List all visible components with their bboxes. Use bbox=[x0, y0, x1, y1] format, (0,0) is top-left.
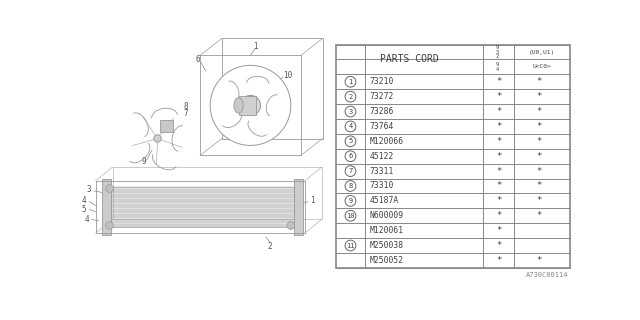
Bar bbox=[336, 44, 570, 268]
Text: U<C0>: U<C0> bbox=[532, 64, 551, 69]
Bar bbox=[239, 96, 255, 115]
Circle shape bbox=[287, 222, 294, 229]
Text: 7: 7 bbox=[270, 107, 275, 116]
Text: *: * bbox=[496, 137, 501, 146]
Text: 4: 4 bbox=[348, 124, 353, 129]
Text: *: * bbox=[536, 107, 542, 116]
Text: *: * bbox=[496, 226, 501, 235]
Text: 11: 11 bbox=[346, 243, 355, 249]
Bar bbox=[161, 120, 173, 132]
Text: PARTS CORD: PARTS CORD bbox=[380, 54, 439, 64]
Bar bbox=[102, 179, 111, 235]
Text: 73310: 73310 bbox=[370, 181, 394, 190]
Circle shape bbox=[345, 166, 356, 176]
Text: 73764: 73764 bbox=[370, 122, 394, 131]
Text: *: * bbox=[496, 241, 501, 250]
Text: 2: 2 bbox=[268, 242, 272, 251]
Circle shape bbox=[345, 196, 356, 206]
Text: M120061: M120061 bbox=[370, 226, 404, 235]
Text: 73210: 73210 bbox=[370, 77, 394, 86]
Circle shape bbox=[345, 121, 356, 132]
Text: *: * bbox=[496, 107, 501, 116]
Text: 4: 4 bbox=[81, 196, 86, 204]
Text: *: * bbox=[536, 181, 542, 190]
Text: *: * bbox=[536, 196, 542, 205]
Text: 7: 7 bbox=[348, 168, 353, 174]
Text: 7: 7 bbox=[184, 109, 189, 118]
Text: 6: 6 bbox=[348, 153, 353, 159]
Bar bbox=[294, 179, 303, 235]
Text: *: * bbox=[496, 92, 501, 101]
Text: *: * bbox=[496, 167, 501, 176]
Text: *: * bbox=[536, 256, 542, 265]
Text: 73272: 73272 bbox=[370, 92, 394, 101]
Circle shape bbox=[106, 185, 113, 192]
Circle shape bbox=[345, 106, 356, 117]
Text: *: * bbox=[496, 77, 501, 86]
Circle shape bbox=[345, 76, 356, 87]
Text: *: * bbox=[536, 77, 542, 86]
Text: 9
4: 9 4 bbox=[495, 62, 499, 72]
Circle shape bbox=[345, 136, 356, 147]
Text: 1: 1 bbox=[253, 42, 257, 51]
Text: 1: 1 bbox=[348, 79, 353, 85]
Text: *: * bbox=[496, 196, 501, 205]
Circle shape bbox=[345, 210, 356, 221]
Text: *: * bbox=[536, 92, 542, 101]
Text: 8: 8 bbox=[348, 183, 353, 189]
Ellipse shape bbox=[234, 98, 243, 113]
Text: 9
3
2: 9 3 2 bbox=[495, 45, 499, 59]
Text: *: * bbox=[496, 181, 501, 190]
Circle shape bbox=[106, 222, 113, 229]
Circle shape bbox=[345, 91, 356, 102]
Text: 45187A: 45187A bbox=[370, 196, 399, 205]
Text: *: * bbox=[496, 256, 501, 265]
Text: 1: 1 bbox=[310, 196, 315, 204]
Text: *: * bbox=[536, 137, 542, 146]
Circle shape bbox=[345, 240, 356, 251]
Circle shape bbox=[345, 180, 356, 191]
Text: *: * bbox=[496, 122, 501, 131]
Text: *: * bbox=[496, 211, 501, 220]
Circle shape bbox=[241, 95, 260, 116]
Text: 5: 5 bbox=[348, 138, 353, 144]
Text: 9: 9 bbox=[348, 198, 353, 204]
Circle shape bbox=[345, 151, 356, 162]
Text: N600009: N600009 bbox=[370, 211, 404, 220]
Text: *: * bbox=[536, 211, 542, 220]
Text: A730C00114: A730C00114 bbox=[525, 273, 568, 278]
Text: *: * bbox=[536, 122, 542, 131]
Text: 8: 8 bbox=[275, 95, 280, 105]
Text: M120066: M120066 bbox=[370, 137, 404, 146]
Text: 4: 4 bbox=[84, 215, 90, 224]
Text: 3: 3 bbox=[348, 108, 353, 115]
Text: 3: 3 bbox=[87, 185, 92, 194]
Text: 10: 10 bbox=[283, 71, 292, 80]
Text: (U0,U1): (U0,U1) bbox=[529, 50, 555, 54]
Text: 10: 10 bbox=[346, 213, 355, 219]
Text: 73311: 73311 bbox=[370, 167, 394, 176]
Text: M250052: M250052 bbox=[370, 256, 404, 265]
Circle shape bbox=[154, 135, 161, 142]
Text: *: * bbox=[496, 152, 501, 161]
Text: M250038: M250038 bbox=[370, 241, 404, 250]
Text: *: * bbox=[536, 167, 542, 176]
Text: 45122: 45122 bbox=[370, 152, 394, 161]
Text: 2: 2 bbox=[348, 94, 353, 100]
Circle shape bbox=[210, 65, 291, 145]
Text: 5: 5 bbox=[81, 205, 86, 214]
Text: 73286: 73286 bbox=[370, 107, 394, 116]
Bar bbox=[106, 187, 294, 227]
Text: 8: 8 bbox=[184, 102, 189, 111]
Text: 6: 6 bbox=[195, 55, 200, 64]
Text: 9: 9 bbox=[141, 157, 146, 166]
Text: *: * bbox=[536, 152, 542, 161]
